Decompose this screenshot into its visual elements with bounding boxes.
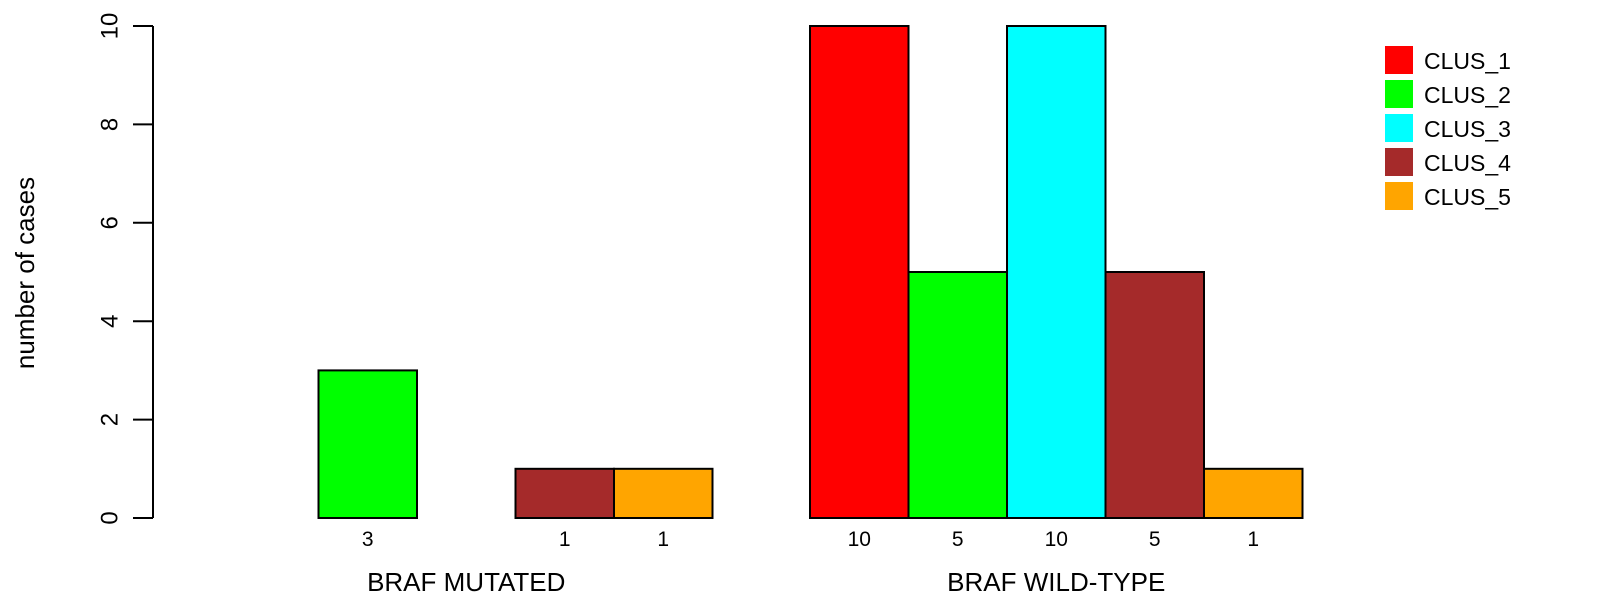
y-tick-label: 8 <box>96 118 123 131</box>
y-tick-label: 6 <box>96 216 123 229</box>
bar-value-label: 10 <box>848 528 871 551</box>
y-axis-label: number of cases <box>10 177 40 369</box>
legend-label: CLUS_1 <box>1424 48 1511 74</box>
bar-value-label: 1 <box>1247 528 1259 551</box>
legend-swatch <box>1385 80 1413 108</box>
legend-swatch <box>1385 182 1413 210</box>
bar-value-label: 10 <box>1045 528 1068 551</box>
bar-value-label: 1 <box>559 528 571 551</box>
bar <box>1203 467 1304 519</box>
y-tick-label: 2 <box>96 413 123 426</box>
y-tick-label: 10 <box>96 13 123 40</box>
legend-label: CLUS_3 <box>1424 116 1511 142</box>
bar-value-label: 3 <box>362 528 374 551</box>
value-labels-layer: 3 1 1 10 5 10 5 1 <box>362 528 1259 551</box>
y-tick-label: 4 <box>96 315 123 328</box>
bar <box>1006 25 1107 519</box>
bar <box>907 271 1008 519</box>
bar-value-label: 5 <box>952 528 964 551</box>
bar <box>809 25 910 519</box>
legend-label: CLUS_2 <box>1424 82 1511 108</box>
legend-swatch <box>1385 148 1413 176</box>
group-label: BRAF WILD-TYPE <box>947 567 1165 597</box>
bar <box>514 467 615 519</box>
bar-value-label: 1 <box>657 528 669 551</box>
group-labels-layer: BRAF MUTATED BRAF WILD-TYPE <box>367 567 1165 597</box>
legend-label: CLUS_4 <box>1424 150 1511 176</box>
bar <box>317 369 418 519</box>
legend-swatch <box>1385 46 1413 74</box>
group-label: BRAF MUTATED <box>367 567 565 597</box>
y-axis: 0 2 4 6 8 10 <box>96 13 154 525</box>
legend: CLUS_1 CLUS_2 CLUS_3 CLUS_4 CLUS_5 <box>1385 46 1511 210</box>
bar-value-label: 5 <box>1149 528 1161 551</box>
legend-label: CLUS_5 <box>1424 184 1511 210</box>
legend-swatch <box>1385 114 1413 142</box>
y-tick-label: 0 <box>96 511 123 524</box>
bar <box>1104 271 1205 519</box>
bars-layer <box>317 25 1304 519</box>
bar <box>613 467 714 519</box>
